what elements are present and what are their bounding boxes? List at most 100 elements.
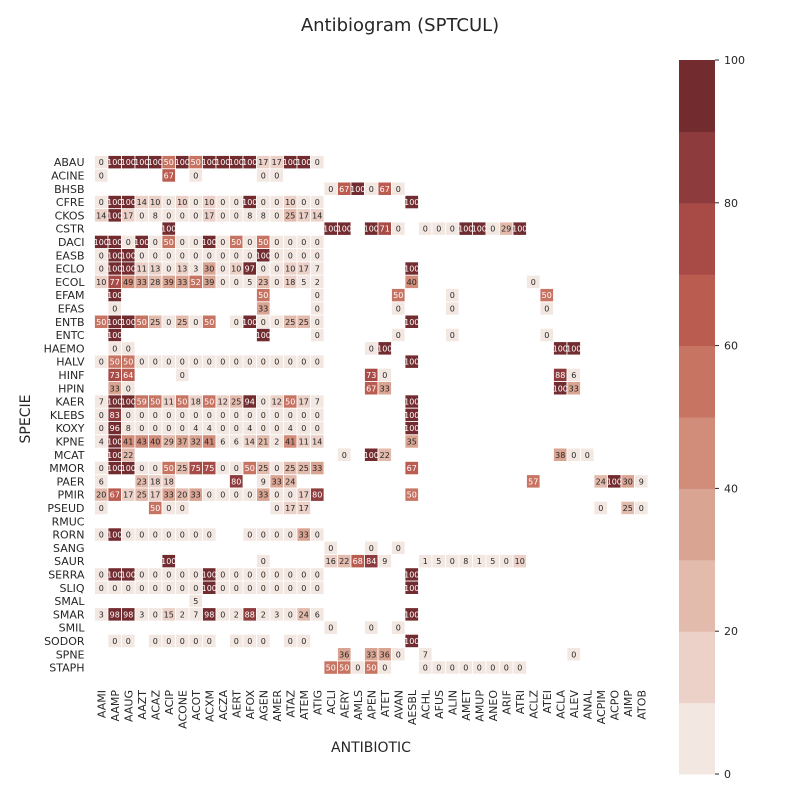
cell-value-label: 0 — [180, 238, 185, 247]
y-tick-label: MMOR — [49, 462, 85, 475]
cell-value-label: 3 — [193, 265, 198, 274]
cell-value-label: 100 — [107, 464, 122, 473]
cell-value-label: 18 — [285, 278, 295, 287]
cell-value-label: 100 — [107, 291, 122, 300]
cell-value-label: 100 — [121, 398, 136, 407]
cell-value-label: 0 — [315, 158, 320, 167]
cell-value-label: 0 — [261, 358, 266, 367]
cell-value-label: 0 — [396, 544, 401, 553]
cell-value-label: 0 — [274, 504, 279, 513]
cell-value-label: 33 — [191, 491, 201, 500]
cell-value-label: 0 — [153, 464, 158, 473]
cell-value-label: 41 — [285, 437, 295, 446]
cell-value-label: 100 — [161, 225, 176, 234]
heatmap-cell — [377, 554, 392, 569]
heatmap-cell — [364, 620, 379, 635]
cell-value-label: 0 — [180, 424, 185, 433]
cell-value-label: 0 — [274, 570, 279, 579]
cell-value-label: 100 — [107, 437, 122, 446]
heatmap-cell — [404, 487, 419, 502]
cell-value-label: 0 — [166, 265, 171, 274]
cell-value-label: 0 — [99, 531, 104, 540]
y-tick-label: SLIQ — [59, 582, 84, 595]
colorbar-segment — [679, 702, 715, 775]
cell-value-label: 0 — [166, 358, 171, 367]
cell-value-label: 80 — [312, 491, 322, 500]
cell-value-label: 100 — [512, 225, 527, 234]
cell-value-label: 0 — [193, 318, 198, 327]
cell-value-label: 25 — [177, 464, 187, 473]
cell-value-label: 50 — [191, 158, 201, 167]
cell-value-label: 0 — [99, 198, 104, 207]
cell-value-label: 0 — [247, 491, 252, 500]
cell-value-label: 0 — [315, 198, 320, 207]
x-tick-label: ATEI — [541, 690, 554, 714]
cell-value-label: 32 — [191, 437, 201, 446]
cell-value-label: 17 — [299, 504, 309, 513]
cell-value-label: 0 — [220, 610, 225, 619]
cell-value-label: 0 — [288, 570, 293, 579]
cell-value-label: 100 — [121, 464, 136, 473]
cell-value-label: 0 — [261, 318, 266, 327]
cell-value-label: 50 — [542, 291, 552, 300]
cell-value-label: 50 — [258, 238, 268, 247]
colorbar-tick-label: 20 — [724, 625, 738, 638]
cell-value-label: 100 — [148, 158, 163, 167]
colorbar-tick-label: 80 — [724, 197, 738, 210]
y-tick-label: KAER — [55, 396, 84, 409]
heatmap-cell — [512, 660, 527, 675]
heatmap-cell — [296, 633, 311, 648]
cell-value-label: 0 — [99, 171, 104, 180]
cell-value-label: 0 — [193, 531, 198, 540]
cell-value-label: 0 — [193, 637, 198, 646]
cell-value-label: 0 — [166, 251, 171, 260]
heatmap-cell — [580, 447, 595, 462]
cell-value-label: 12 — [218, 398, 228, 407]
x-tick-label: ANAL — [581, 689, 594, 719]
cell-value-label: 17 — [272, 158, 282, 167]
cell-value-label: 4 — [207, 424, 212, 433]
cell-value-label: 0 — [207, 411, 212, 420]
cell-value-label: 0 — [193, 251, 198, 260]
y-tick-label: HPIN — [58, 382, 84, 395]
cell-value-label: 100 — [364, 451, 379, 460]
cell-value-label: 0 — [153, 610, 158, 619]
y-tick-label: PAER — [56, 475, 84, 488]
cell-value-label: 0 — [301, 584, 306, 593]
cell-value-label: 0 — [99, 251, 104, 260]
cell-value-label: 2 — [261, 610, 266, 619]
cell-value-label: 43 — [137, 437, 147, 446]
cell-value-label: 0 — [274, 424, 279, 433]
cell-value-label: 0 — [288, 491, 293, 500]
cell-value-label: 0 — [247, 637, 252, 646]
heatmap-cell — [566, 647, 581, 662]
cell-value-label: 0 — [99, 584, 104, 593]
y-tick-label: RORN — [52, 529, 84, 542]
cell-value-label: 100 — [202, 584, 217, 593]
cell-value-label: 100 — [107, 451, 122, 460]
heatmap-cell — [404, 633, 419, 648]
cell-value-label: 100 — [121, 570, 136, 579]
cell-value-label: 98 — [123, 610, 133, 619]
cell-value-label: 18 — [164, 477, 174, 486]
heatmap-cell — [539, 327, 554, 343]
cell-value-label: 10 — [96, 278, 106, 287]
cell-value-label: 100 — [458, 225, 473, 234]
cell-value-label: 0 — [99, 411, 104, 420]
cell-value-label: 100 — [404, 610, 419, 619]
cell-value-label: 0 — [234, 318, 239, 327]
cell-value-label: 0 — [153, 570, 158, 579]
cell-value-label: 14 — [96, 211, 106, 220]
cell-value-label: 0 — [180, 504, 185, 513]
x-tick-label: AFUS — [433, 690, 446, 719]
x-tick-label: ACPIM — [595, 690, 608, 724]
cell-value-label: 0 — [571, 650, 576, 659]
cell-value-label: 0 — [315, 531, 320, 540]
cell-value-label: 20 — [96, 491, 106, 500]
cell-value-label: 100 — [323, 225, 338, 234]
cell-value-label: 0 — [463, 664, 468, 673]
cell-value-label: 0 — [153, 531, 158, 540]
cell-value-label: 0 — [274, 251, 279, 260]
cell-value-label: 0 — [450, 225, 455, 234]
